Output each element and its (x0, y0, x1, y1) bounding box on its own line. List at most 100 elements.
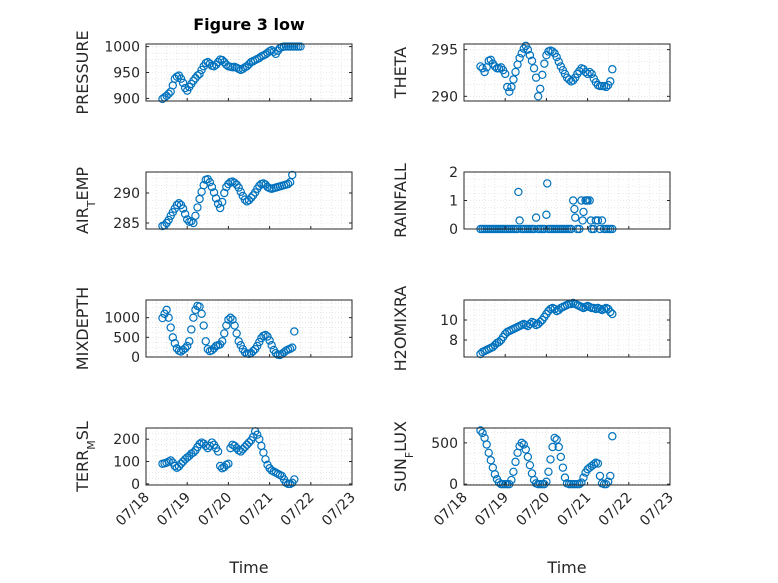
data-point (507, 82, 516, 92)
x-tick-label: 07/20 (195, 490, 235, 530)
data-point (523, 452, 533, 462)
data-point (220, 188, 229, 198)
data-point (228, 315, 237, 324)
x-tick-label: 07/19 (154, 490, 194, 530)
data-point (244, 438, 254, 447)
data-point (593, 459, 603, 468)
data-point (205, 59, 215, 68)
axes-box (463, 43, 671, 102)
series-markers (158, 301, 299, 360)
data-point (544, 467, 553, 476)
data-point (213, 57, 223, 67)
data-point (248, 346, 258, 356)
y-tick-label: 290 (431, 89, 458, 105)
series-markers (158, 42, 305, 104)
data-point (230, 441, 239, 451)
data-point (234, 183, 243, 192)
data-point (548, 442, 557, 452)
data-point (583, 69, 592, 79)
data-point (203, 344, 212, 354)
y-tick-label: 10 (440, 313, 458, 329)
data-point (187, 325, 196, 334)
data-point (193, 71, 202, 80)
data-point (203, 443, 212, 453)
data-point (486, 456, 495, 465)
data-point (269, 47, 278, 56)
data-point (501, 69, 510, 79)
data-point (480, 67, 489, 77)
data-point (236, 341, 245, 350)
data-point (189, 448, 198, 457)
data-point (255, 53, 264, 63)
data-point (571, 213, 580, 222)
data-point (606, 307, 615, 317)
data-point (236, 187, 245, 196)
data-point (238, 445, 248, 454)
data-point (540, 59, 549, 68)
data-point (290, 475, 299, 484)
data-point (166, 456, 175, 465)
data-point (195, 439, 204, 449)
x-tick-label: 07/21 (555, 490, 595, 530)
data-point (174, 198, 184, 208)
data-point (585, 196, 594, 205)
data-point (519, 440, 528, 449)
data-point (478, 428, 487, 438)
data-point (540, 479, 549, 489)
data-point (482, 440, 491, 449)
panel-theta: 290 295 THETA (391, 41, 671, 105)
panel-air-temp: 285 290 AIRTEMP (73, 167, 353, 234)
data-point (529, 318, 539, 328)
data-point (234, 337, 243, 346)
data-point (529, 64, 539, 73)
data-point (587, 69, 596, 79)
data-point (218, 337, 227, 346)
axes-box (145, 427, 353, 486)
data-point (494, 337, 504, 347)
data-point (509, 467, 518, 476)
x-tick-label: 07/23 (319, 490, 359, 530)
series-markers (476, 298, 617, 359)
data-point (517, 438, 526, 448)
data-point (224, 315, 233, 324)
y-axis-label: RAINFALL (391, 163, 410, 238)
data-point (213, 199, 223, 208)
data-point (176, 74, 186, 83)
x-tick-label: 07/18 (113, 490, 153, 530)
data-point (263, 48, 272, 58)
data-point (593, 216, 603, 225)
data-point (515, 216, 524, 225)
data-point (195, 69, 204, 79)
data-point (215, 461, 225, 471)
data-point (207, 182, 217, 192)
data-point (261, 455, 270, 464)
panel-h2omixra: 8 10 H2OMIXRA (391, 286, 671, 371)
chart-title: Figure 3 low (193, 15, 305, 34)
data-point (514, 187, 523, 197)
data-point (218, 197, 227, 207)
data-point (168, 333, 177, 342)
x-axis-label: Time (546, 558, 586, 577)
data-point (476, 62, 485, 71)
data-point (525, 51, 535, 60)
data-point (550, 304, 559, 314)
data-point (288, 343, 297, 352)
data-point (189, 313, 198, 322)
y-tick-label: 500 (113, 330, 140, 346)
x-tick-label: 07/21 (237, 490, 277, 530)
data-point (182, 341, 192, 351)
data-point (554, 57, 563, 66)
data-point (180, 344, 190, 353)
y-axis-label: SUNFLUX (391, 421, 416, 492)
data-point (238, 64, 248, 74)
data-point (244, 195, 254, 205)
data-point (290, 327, 299, 336)
data-point (601, 82, 611, 92)
panel-mixdepth: 0 500 1000 MIXDEPTH (73, 287, 353, 370)
data-point (521, 445, 531, 454)
y-tick-label: 0 (131, 477, 140, 493)
data-point (242, 440, 252, 449)
y-tick-label: 950 (113, 66, 140, 82)
x-tick-label: 07/23 (637, 490, 677, 530)
data-point (606, 77, 615, 86)
